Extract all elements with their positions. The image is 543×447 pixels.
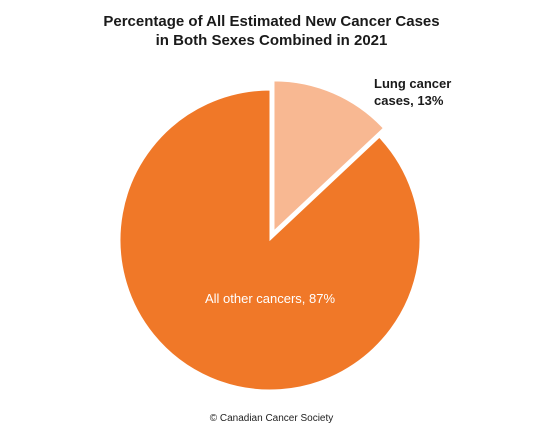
pie-slice-label-0: Lung cancer cases, 13% bbox=[374, 76, 451, 108]
copyright-notice: © Canadian Cancer Society bbox=[209, 413, 334, 424]
chart-title-line-1: Percentage of All Estimated New Cancer C… bbox=[103, 13, 440, 30]
pie-slice-label-1-line-0: All other cancers, 87% bbox=[205, 291, 336, 306]
pie-slice-label-1: All other cancers, 87% bbox=[205, 291, 336, 306]
pie-slice-label-0-line-0: Lung cancer bbox=[374, 76, 451, 91]
pie-slice-1 bbox=[119, 89, 421, 391]
chart-title: Percentage of All Estimated New Cancer C… bbox=[0, 12, 543, 50]
pie-slice-0 bbox=[273, 80, 385, 232]
chart-title-line-2: in Both Sexes Combined in 2021 bbox=[155, 32, 388, 49]
pie-slice-label-0-line-1: cases, 13% bbox=[374, 93, 444, 108]
